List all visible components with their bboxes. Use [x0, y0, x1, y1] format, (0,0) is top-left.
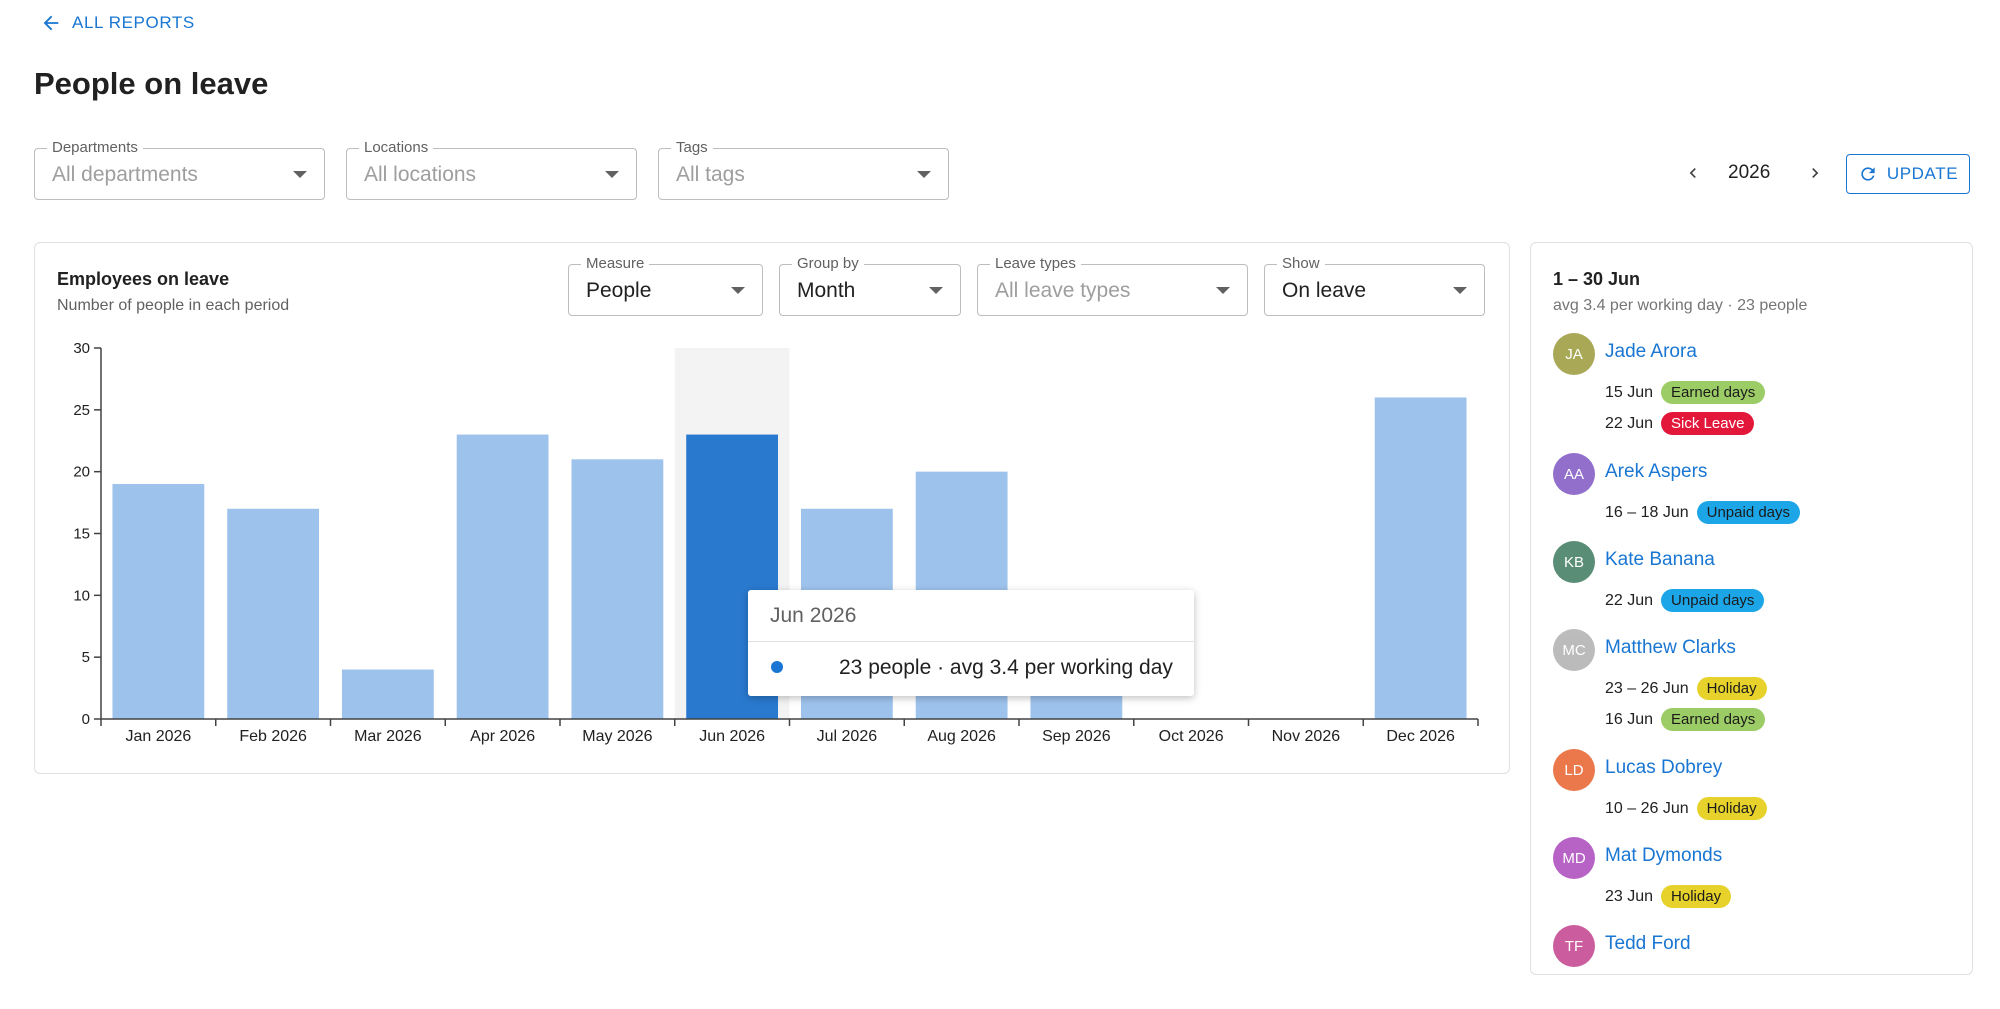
leave-row: 22 Jun Sick Leave	[1605, 412, 1755, 435]
chart-tooltip: Jun 2026 23 people · avg 3.4 per working…	[748, 590, 1194, 696]
person-name-link[interactable]: Tedd Ford	[1605, 933, 1691, 954]
page-title: People on leave	[34, 66, 269, 101]
leave-type-badge: Sick Leave	[1661, 412, 1755, 435]
period-range: 1 – 30 Jun	[1553, 269, 1641, 289]
leave-date: 22 Jun	[1605, 591, 1654, 609]
caret-down-icon	[731, 287, 745, 294]
leave-row: 23 – 26 Jun Holiday	[1605, 677, 1767, 700]
avatar: LD	[1553, 749, 1595, 791]
leave-date: 23 Jun	[1605, 887, 1654, 905]
leave-type-badge: Holiday	[1696, 797, 1767, 820]
leave-row: 15 Jun Earned days	[1605, 381, 1766, 404]
tooltip-title: Jun 2026	[770, 604, 857, 627]
caret-down-icon	[1216, 287, 1230, 294]
chevron-right-icon	[1812, 168, 1819, 178]
group-by-value: Month	[797, 279, 856, 302]
person-name-link[interactable]: Arek Aspers	[1605, 461, 1708, 482]
group-by-select[interactable]: Group by Month	[779, 255, 961, 316]
leave-row: 10 – 26 Jun Holiday	[1605, 797, 1767, 820]
group-by-label: Group by	[792, 255, 864, 273]
all-reports-link[interactable]: ALL REPORTS	[40, 12, 195, 34]
caret-down-icon	[1453, 287, 1467, 294]
show-label: Show	[1277, 255, 1325, 273]
leave-type-badge: Unpaid days	[1661, 589, 1765, 612]
chart-title: Employees on leave	[57, 269, 230, 289]
caret-down-icon	[605, 171, 619, 178]
leave-date: 16 Jun	[1605, 710, 1654, 728]
year-label: 2026	[1728, 162, 1771, 183]
avatar: MC	[1553, 629, 1595, 671]
show-value: On leave	[1282, 279, 1367, 302]
departments-value: All departments	[52, 163, 198, 186]
update-label: UPDATE	[1886, 164, 1959, 183]
avatar: AA	[1553, 453, 1595, 495]
arrow-left-icon	[43, 15, 59, 31]
measure-select[interactable]: Measure People	[568, 255, 763, 316]
measure-value: People	[586, 279, 652, 302]
locations-select[interactable]: Locations All locations	[346, 139, 637, 200]
leave-row: 16 – 18 Jun Unpaid days	[1605, 501, 1801, 524]
leave-types-value: All leave types	[995, 279, 1131, 302]
person-name-link[interactable]: Jade Arora	[1605, 341, 1697, 362]
leave-date: 22 Jun	[1605, 414, 1654, 432]
person-name-link[interactable]: Mat Dymonds	[1605, 845, 1723, 866]
leave-type-badge: Earned days	[1661, 381, 1766, 404]
period-summary: avg 3.4 per working day · 23 people	[1553, 297, 1808, 314]
leave-type-badge: Holiday	[1696, 677, 1767, 700]
chevron-left-icon	[1689, 168, 1696, 178]
leave-type-badge: Unpaid days	[1696, 501, 1801, 524]
chart-subtitle: Number of people in each period	[57, 297, 290, 314]
series-dot-icon	[771, 661, 783, 673]
tags-value: All tags	[676, 163, 745, 186]
leave-types-select[interactable]: Leave types All leave types	[977, 255, 1248, 316]
tags-label: Tags	[671, 139, 713, 157]
tooltip-divider	[748, 641, 1194, 642]
all-reports-label: ALL REPORTS	[72, 13, 195, 32]
leave-row: 22 Jun Unpaid days	[1605, 589, 1765, 612]
caret-down-icon	[929, 287, 943, 294]
leave-type-badge: Earned days	[1661, 708, 1766, 731]
leave-row: 23 Jun Holiday	[1605, 885, 1732, 908]
caret-down-icon	[917, 171, 931, 178]
show-select[interactable]: Show On leave	[1264, 255, 1485, 316]
locations-value: All locations	[364, 163, 477, 186]
leave-date: 10 – 26 Jun	[1605, 799, 1689, 817]
refresh-icon	[1861, 167, 1875, 181]
leave-date: 16 – 18 Jun	[1605, 503, 1689, 521]
person-name-link[interactable]: Kate Banana	[1605, 549, 1715, 570]
leave-types-label: Leave types	[990, 255, 1081, 273]
person-name-link[interactable]: Lucas Dobrey	[1605, 757, 1723, 778]
period-details-panel: 1 – 30 Jun avg 3.4 per working day · 23 …	[1530, 242, 1973, 975]
next-year-button[interactable]	[1800, 158, 1830, 188]
avatar: TF	[1553, 925, 1595, 967]
tags-select[interactable]: Tags All tags	[658, 139, 949, 200]
leave-type-badge: Holiday	[1661, 885, 1732, 908]
leave-row: 16 Jun Earned days	[1605, 708, 1766, 731]
leave-date: 23 – 26 Jun	[1605, 679, 1689, 697]
departments-select[interactable]: Departments All departments	[34, 139, 325, 200]
avatar: JA	[1553, 333, 1595, 375]
previous-year-button[interactable]	[1678, 158, 1708, 188]
avatar: MD	[1553, 837, 1595, 879]
person-name-link[interactable]: Matthew Clarks	[1605, 637, 1736, 658]
update-button[interactable]: UPDATE	[1846, 154, 1970, 194]
locations-label: Locations	[359, 139, 434, 157]
measure-label: Measure	[581, 255, 650, 273]
departments-label: Departments	[47, 139, 143, 157]
tooltip-text: 23 people · avg 3.4 per working day	[839, 656, 1173, 679]
leave-date: 15 Jun	[1605, 383, 1654, 401]
avatar: KB	[1553, 541, 1595, 583]
caret-down-icon	[293, 171, 307, 178]
